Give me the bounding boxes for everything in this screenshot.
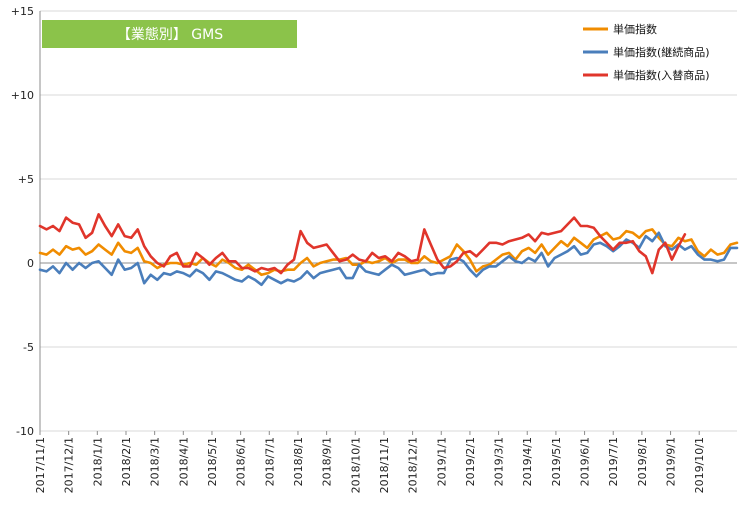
x-tick-label: 2018/9/1	[321, 437, 334, 486]
x-tick-label: 2018/6/1	[235, 437, 248, 486]
x-tick-label: 2018/10/1	[349, 437, 362, 493]
x-tick-label: 2018/12/1	[407, 437, 420, 493]
x-tick-label: 2018/5/1	[206, 437, 219, 486]
x-tick-label: 2018/7/1	[263, 437, 276, 486]
x-tick-label: 2019/5/1	[550, 437, 563, 486]
y-tick-label: -10	[16, 425, 34, 438]
x-tick-label: 2018/1/1	[91, 437, 104, 486]
title-box: 【業態別】 GMS	[42, 20, 297, 48]
title-background	[42, 20, 297, 48]
x-tick-label: 2018/4/1	[177, 437, 190, 486]
x-tick-label: 2019/1/1	[435, 437, 448, 486]
x-tick-label: 2018/2/1	[120, 437, 133, 486]
y-tick-label: +5	[18, 173, 34, 186]
y-tick-label: -5	[23, 341, 34, 354]
legend-label: 単価指数(継続商品)	[613, 45, 710, 59]
legend-label: 単価指数(入替商品)	[613, 68, 710, 82]
x-tick-label: 2019/2/1	[464, 437, 477, 486]
x-tick-label: 2018/11/1	[378, 437, 391, 493]
chart-title: 【業態別】 GMS	[117, 27, 223, 43]
series-line-3	[38, 213, 687, 275]
series-line-2	[38, 231, 739, 287]
legend-label: 単価指数	[613, 22, 657, 36]
x-tick-label: 2018/8/1	[292, 437, 305, 486]
y-tick-label: +15	[11, 5, 34, 18]
x-tick-label: 2018/3/1	[149, 437, 162, 486]
x-tick-label: 2019/9/1	[665, 437, 678, 486]
x-tick-label: 2019/10/1	[693, 437, 706, 493]
series-line-1	[38, 228, 739, 277]
series-lines	[38, 213, 739, 287]
x-tick-label: 2019/6/1	[579, 437, 592, 486]
y-tick-label: +10	[11, 89, 34, 102]
x-tick-label: 2017/11/1	[34, 437, 47, 493]
x-tick-label: 2019/3/1	[493, 437, 506, 486]
x-tick-label: 2017/12/1	[63, 437, 76, 493]
y-tick-label: 0	[27, 257, 34, 270]
x-tick-label: 2019/4/1	[521, 437, 534, 486]
x-tick-label: 2019/7/1	[607, 437, 620, 486]
x-tick-label: 2019/8/1	[636, 437, 649, 486]
